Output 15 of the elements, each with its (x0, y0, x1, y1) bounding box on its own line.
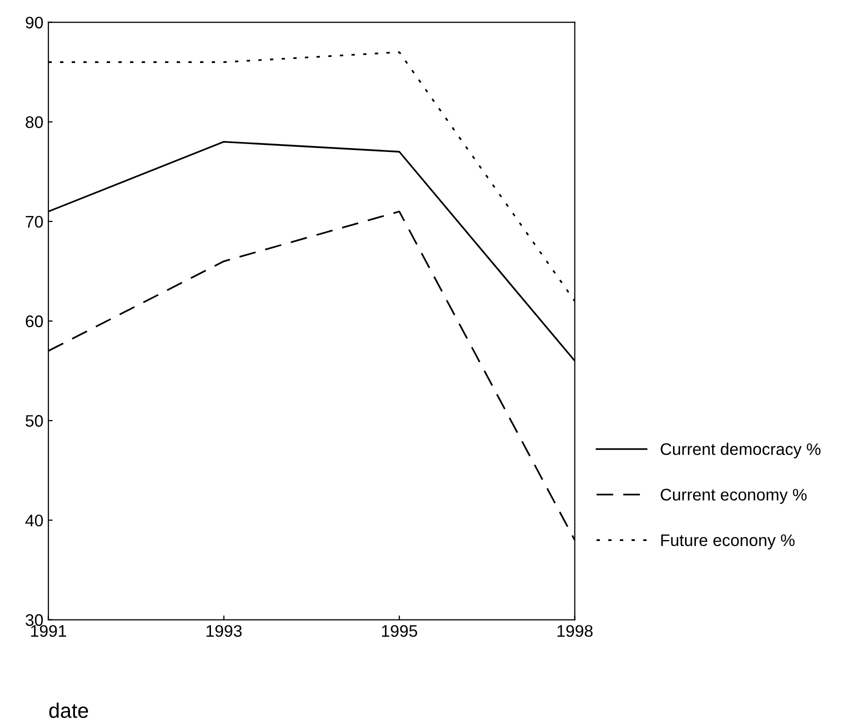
x-axis-title: date (49, 702, 88, 718)
y-tick-label: 70 (26, 216, 43, 228)
x-tick-label: 1993 (206, 625, 242, 637)
legend-label: Current democracy % (660, 442, 820, 458)
x-tick-label: 1991 (31, 625, 66, 637)
legend-label: Future econony % (661, 534, 795, 550)
y-tick-label: 30 (26, 614, 43, 626)
y-tick-label: 50 (26, 415, 43, 427)
legend-label: Current economy % (660, 488, 807, 504)
y-tick-label: 80 (26, 116, 43, 128)
y-tick-label: 60 (26, 315, 43, 328)
y-tick-label: 40 (25, 514, 43, 526)
y-tick-label: 90 (26, 16, 43, 28)
x-tick-label: 1995 (382, 625, 418, 637)
x-tick-label: 1998 (558, 625, 593, 637)
